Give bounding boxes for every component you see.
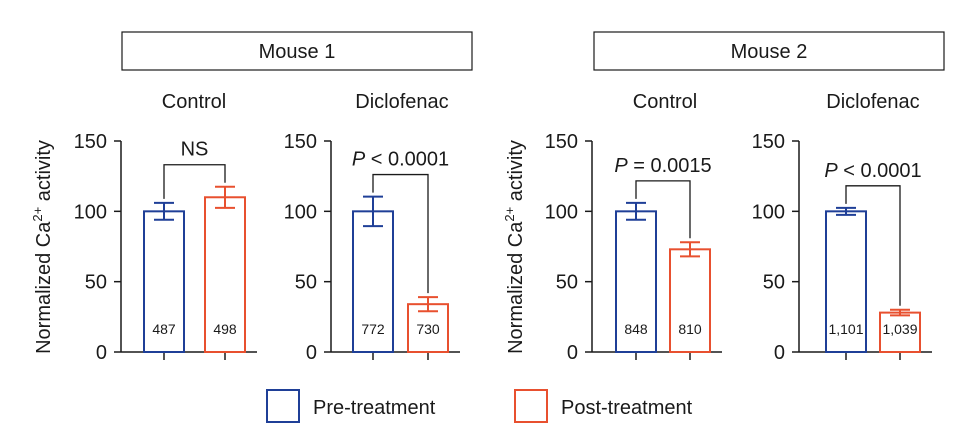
y-tick-label: 50 — [295, 272, 317, 294]
panel-mouse-1-diclofenac: Diclofenac 0 50 100 150 772 730 P < 0.0001 — [284, 91, 460, 364]
significance-bracket — [845, 185, 901, 306]
n-count-label: 730 — [416, 321, 440, 337]
panel-title: Diclofenac — [826, 91, 919, 113]
bar-post-treatment — [204, 196, 246, 353]
bar-pre-treatment — [143, 210, 185, 353]
n-count-label: 772 — [361, 321, 385, 337]
n-count-label: 498 — [213, 321, 237, 337]
y-tick-label: 50 — [556, 272, 578, 294]
y-tick-label: 50 — [85, 272, 107, 294]
bar-panels: Control Normalized Ca2+ activity 0 50 100 150… — [30, 91, 932, 364]
y-tick-label: 100 — [74, 201, 107, 223]
legend-label-pre: Pre-treatment — [313, 397, 436, 419]
y-axis-label: Normalized Ca2+ activity — [502, 140, 527, 354]
panel-title: Diclofenac — [355, 91, 448, 113]
y-tick-label: 100 — [545, 201, 578, 223]
y-tick-label: 150 — [545, 131, 578, 153]
y-tick-label: 0 — [774, 342, 785, 364]
legend: Pre-treatment Post-treatment — [266, 389, 693, 423]
mouse-headers: Mouse 1 Mouse 2 — [121, 31, 945, 71]
significance-label: NS — [181, 139, 209, 161]
y-tick-label: 50 — [763, 272, 785, 294]
y-tick-label: 100 — [752, 201, 785, 223]
y-tick-label: 0 — [96, 342, 107, 364]
mouse-1-header-box — [121, 31, 473, 71]
panel-title: Control — [162, 91, 226, 113]
n-count-label: 1,101 — [828, 321, 863, 337]
bar-pre-treatment — [615, 210, 657, 353]
legend-swatch-pre — [266, 389, 300, 423]
y-tick-label: 0 — [306, 342, 317, 364]
significance-label: P < 0.0001 — [352, 149, 449, 171]
significance-bracket — [372, 173, 429, 294]
significance-label: P = 0.0015 — [614, 155, 711, 177]
n-count-label: 487 — [152, 321, 176, 337]
y-tick-label: 150 — [74, 131, 107, 153]
bar-post-treatment — [669, 248, 711, 354]
mouse-2-label: Mouse 2 — [731, 41, 808, 63]
bar-post-treatment — [879, 311, 921, 354]
y-tick-label: 150 — [752, 131, 785, 153]
n-count-label: 1,039 — [882, 321, 917, 337]
significance-bracket — [635, 180, 691, 239]
mouse-1-label: Mouse 1 — [259, 41, 336, 63]
y-tick-label: 100 — [284, 201, 317, 223]
panel-title: Control — [633, 91, 697, 113]
y-axis-label: Normalized Ca2+ activity — [30, 140, 55, 354]
legend-swatch-post — [514, 389, 548, 423]
significance-label: P < 0.0001 — [824, 160, 921, 182]
n-count-label: 848 — [624, 321, 648, 337]
y-tick-label: 0 — [567, 342, 578, 364]
panel-mouse-2-control: Control Normalized Ca2+ activity 0 50 100 150… — [502, 91, 722, 364]
mouse-2-header-box — [593, 31, 945, 71]
n-count-label: 810 — [678, 321, 702, 337]
bar-pre-treatment — [825, 210, 867, 353]
panel-mouse-1-control: Control Normalized Ca2+ activity 0 50 100 150… — [30, 91, 257, 364]
bar-pre-treatment — [352, 210, 394, 353]
significance-bracket — [163, 164, 226, 199]
panel-mouse-2-diclofenac: Diclofenac 0 50 100 150 1,101 1,039 P < 0.0001 — [752, 91, 932, 364]
y-tick-label: 150 — [284, 131, 317, 153]
legend-label-post: Post-treatment — [561, 397, 693, 419]
